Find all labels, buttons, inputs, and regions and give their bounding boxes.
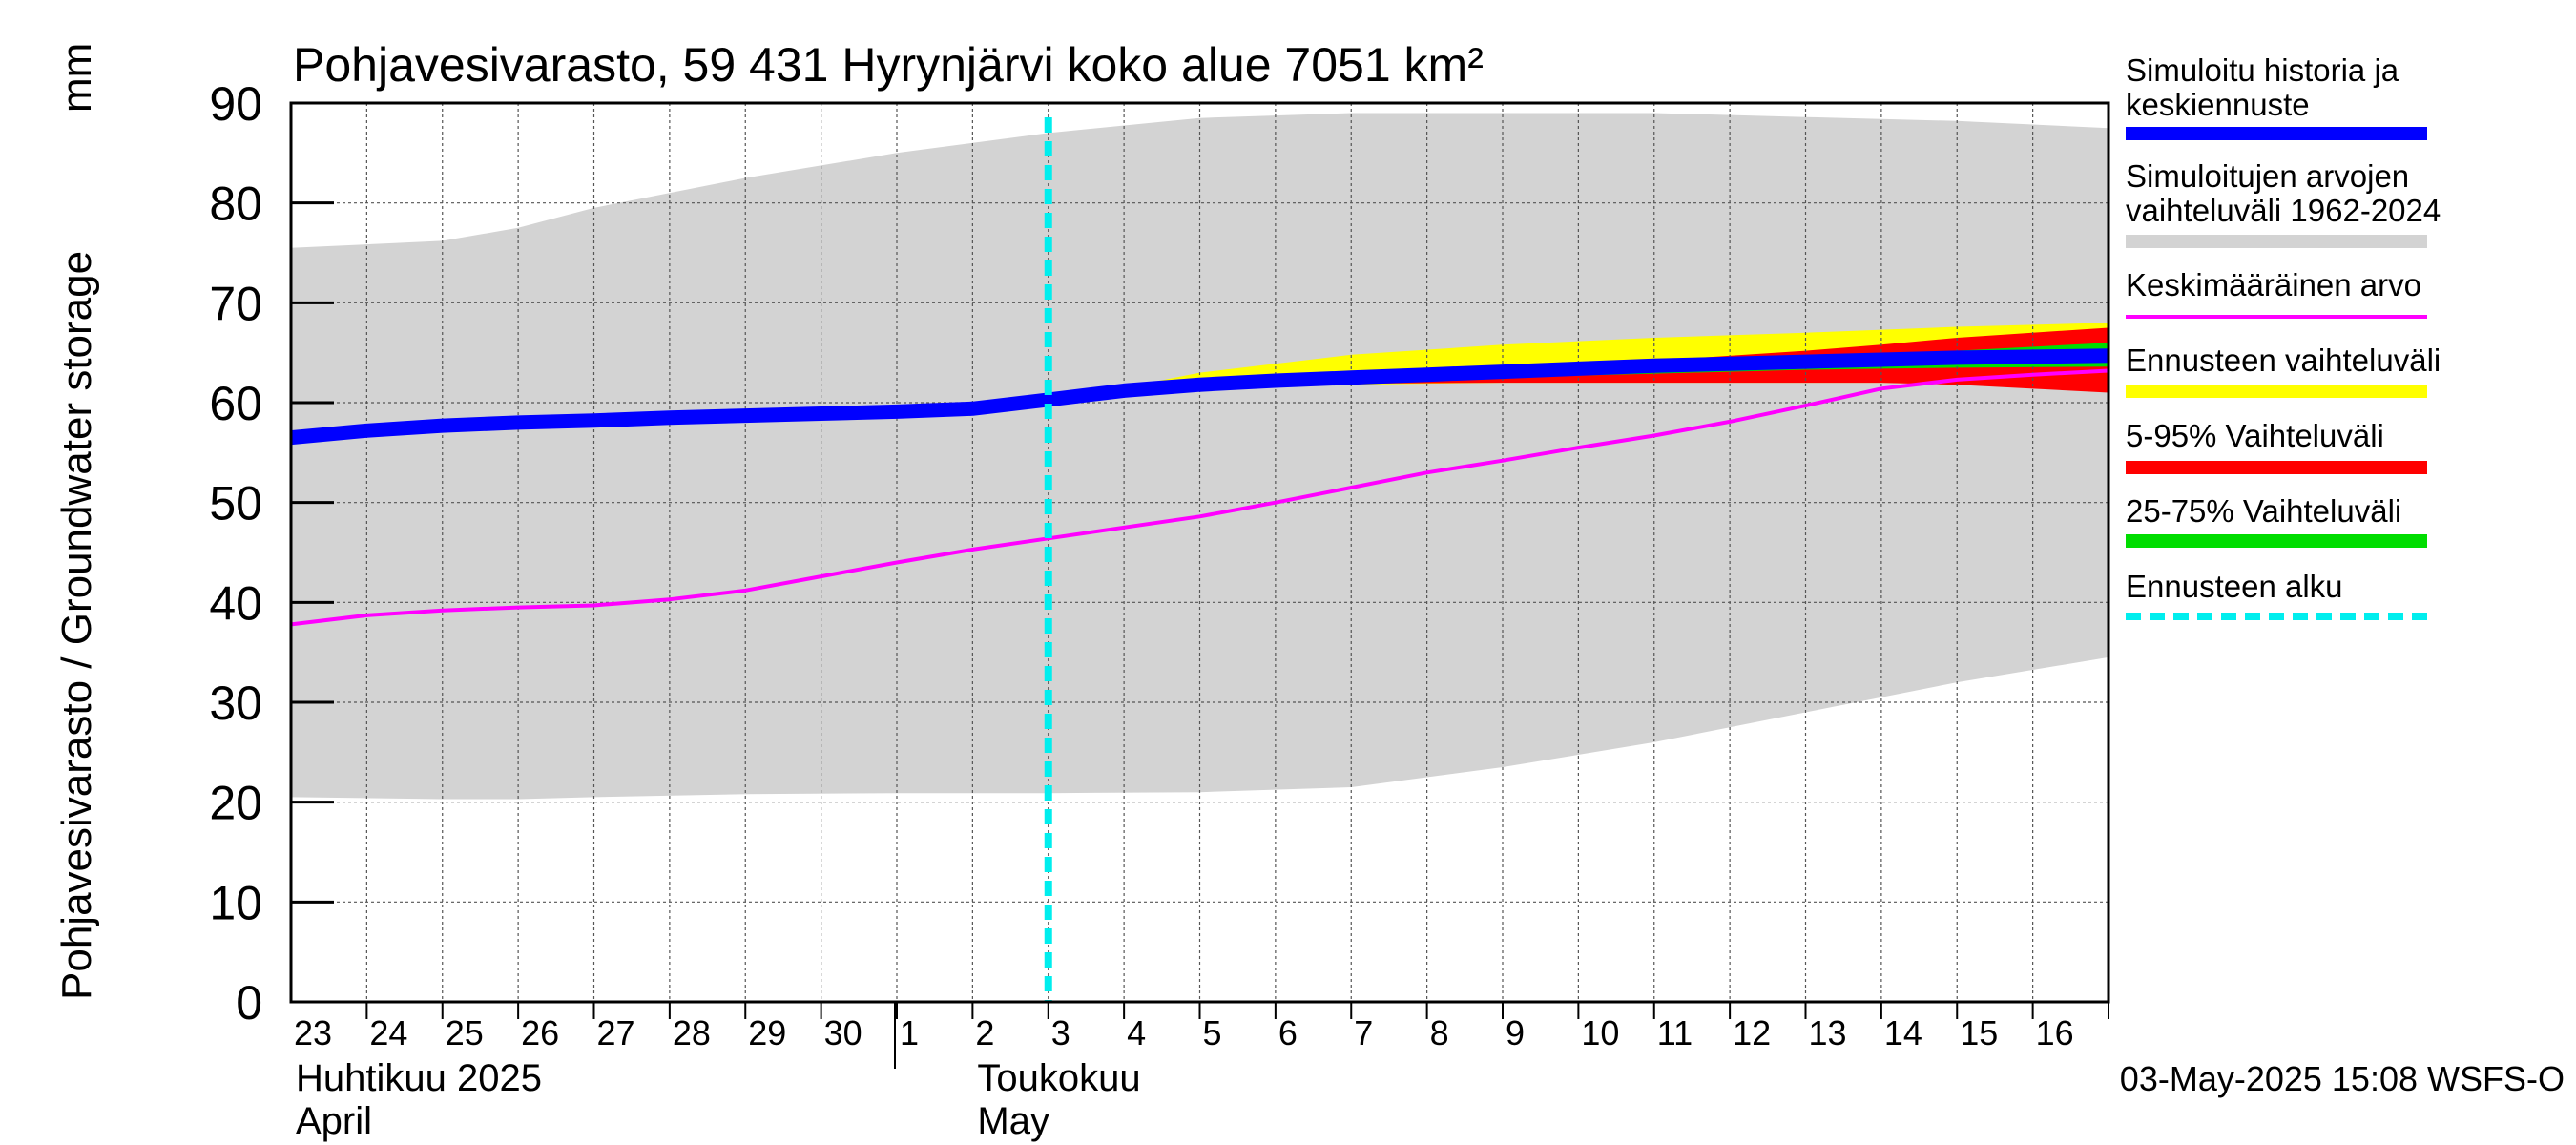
legend-label-line: Simuloitujen arvojen <box>2126 158 2409 194</box>
grid-layer <box>291 103 2109 1002</box>
x-tick-label: 3 <box>1051 1013 1070 1052</box>
x-tick-label: 28 <box>673 1013 711 1052</box>
x-tick-label: 13 <box>1809 1013 1847 1052</box>
chart-title: Pohjavesivarasto, 59 431 Hyrynjärvi koko… <box>293 38 1484 92</box>
legend-label-line: Ennusteen alku <box>2126 569 2343 604</box>
axes-layer <box>289 101 2110 1069</box>
footer-timestamp: 03-May-2025 15:08 WSFS-O <box>2120 1059 2565 1098</box>
x-tick-label: 24 <box>369 1013 407 1052</box>
legend-label-line: Ennusteen vaihteluväli <box>2126 343 2441 378</box>
x-tick-label: 14 <box>1884 1013 1922 1052</box>
legend-label-ennusteen-alku: Ennusteen alku <box>2126 569 2343 604</box>
x-tick-label: 16 <box>2036 1013 2074 1052</box>
month-label: Huhtikuu 2025 <box>296 1057 542 1099</box>
month-label-en: May <box>977 1100 1049 1142</box>
y-tick-label: 90 <box>209 77 262 131</box>
y-tick-label: 60 <box>209 377 262 430</box>
y-tick-label: 40 <box>209 576 262 630</box>
x-tick-label: 12 <box>1733 1013 1771 1052</box>
legend-label-line: Simuloitu historia ja <box>2126 52 2399 88</box>
band-simuloitujen-arvojen-vaihteluv-li-1962-2024 <box>291 113 2109 800</box>
x-tick-label: 29 <box>748 1013 786 1052</box>
legend-label-line: 25-75% Vaihteluväli <box>2126 493 2401 529</box>
series-keskim-r-inen-arvo <box>290 368 2109 627</box>
y-tick-label: 30 <box>209 677 262 730</box>
legend: Simuloitu historia ja keskiennusteSimuloi… <box>2126 52 2441 620</box>
lines-layer <box>290 117 2109 1002</box>
x-tick-label: 25 <box>446 1013 484 1052</box>
y-axis-label: Pohjavesivarasto / Groundwater storage <box>53 251 100 1000</box>
legend-label-line: Keskimääräinen arvo <box>2126 267 2421 302</box>
month-label-en: April <box>296 1100 372 1142</box>
legend-label-simuloitujen-arvojen-vaihteluv-li-1962-2024: Simuloitujen arvojen vaihteluväli 1962-20… <box>2126 158 2441 228</box>
y-tick-label: 80 <box>209 177 262 231</box>
x-tick-label: 1 <box>900 1013 919 1052</box>
legend-label-keskim-r-inen-arvo: Keskimääräinen arvo <box>2126 267 2421 302</box>
y-tick-label: 50 <box>209 477 262 531</box>
legend-label-25-75-vaihteluv-li: 25-75% Vaihteluväli <box>2126 493 2401 529</box>
x-tick-label: 7 <box>1354 1013 1373 1052</box>
legend-label-line: keskiennuste <box>2126 87 2310 122</box>
x-tick-labels: 23 24 25 26 27 28 29 30 1 2 3 4 5 6 7 8 9 10 11 12 13 14 15 16H… <box>294 1013 2074 1142</box>
x-tick-label: 2 <box>975 1013 994 1052</box>
x-tick-label: 23 <box>294 1013 332 1052</box>
x-tick-label: 9 <box>1506 1013 1525 1052</box>
bands-layer <box>291 113 2109 800</box>
legend-label-ennusteen-vaihteluv-li: Ennusteen vaihteluväli <box>2126 343 2441 378</box>
month-label: Toukokuu <box>977 1057 1140 1099</box>
x-tick-label: 27 <box>597 1013 635 1052</box>
y-axis-unit: mm <box>53 43 100 113</box>
y-tick-label: 10 <box>209 876 262 929</box>
x-tick-label: 26 <box>521 1013 559 1052</box>
x-tick-label: 5 <box>1203 1013 1222 1052</box>
x-tick-label: 10 <box>1581 1013 1619 1052</box>
y-tick-labels: 0 10 20 30 40 50 60 70 80 90 <box>209 77 262 1030</box>
x-tick-label: 6 <box>1278 1013 1298 1052</box>
y-tick-label: 0 <box>236 976 262 1030</box>
series-simuloitu-historia-ja-keskiennuste <box>290 348 2109 446</box>
x-tick-label: 11 <box>1657 1013 1693 1052</box>
y-tick-label: 20 <box>209 777 262 830</box>
legend-label-5-95-vaihteluv-li: 5-95% Vaihteluväli <box>2126 418 2384 453</box>
legend-label-simuloitu-historia-ja-keskiennuste: Simuloitu historia ja keskiennuste <box>2126 52 2399 122</box>
x-tick-label: 8 <box>1430 1013 1449 1052</box>
legend-label-line: 5-95% Vaihteluväli <box>2126 418 2384 453</box>
x-tick-label: 15 <box>1960 1013 1998 1052</box>
y-tick-label: 70 <box>209 277 262 330</box>
x-tick-label: 30 <box>824 1013 862 1052</box>
x-tick-label: 4 <box>1127 1013 1146 1052</box>
legend-label-line: vaihteluväli 1962-2024 <box>2126 193 2441 228</box>
